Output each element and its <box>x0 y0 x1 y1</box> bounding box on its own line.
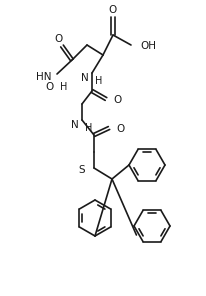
Text: H: H <box>60 82 67 92</box>
Text: H: H <box>95 76 102 86</box>
Text: S: S <box>78 165 85 175</box>
Text: O: O <box>55 34 63 44</box>
Text: OH: OH <box>139 41 155 51</box>
Text: HN: HN <box>36 72 52 82</box>
Text: O: O <box>108 5 117 15</box>
Text: O: O <box>112 95 121 105</box>
Text: H: H <box>85 123 92 133</box>
Text: N: N <box>71 120 79 130</box>
Text: N: N <box>81 73 89 83</box>
Text: O: O <box>115 124 124 134</box>
Text: O: O <box>46 82 54 92</box>
